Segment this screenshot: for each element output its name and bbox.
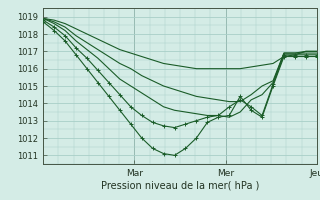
X-axis label: Pression niveau de la mer( hPa ): Pression niveau de la mer( hPa ) <box>101 181 259 191</box>
